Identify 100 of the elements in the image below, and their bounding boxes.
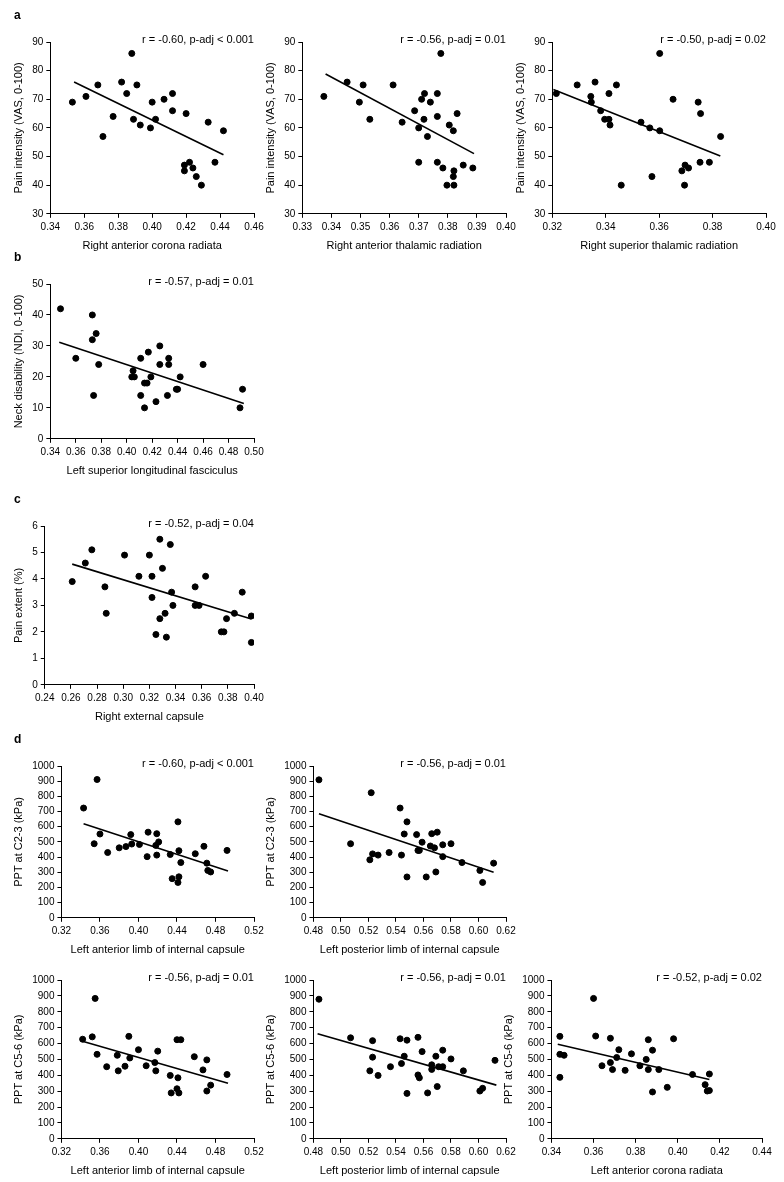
y-tick-label: 1000 (32, 759, 55, 771)
annotation: r = -0.56, p-adj = 0.01 (400, 970, 506, 983)
x-tick-label: 0.44 (167, 1145, 188, 1157)
y-tick-label: 400 (289, 1069, 307, 1081)
y-tick-label: 0 (37, 432, 44, 444)
y-tick-label: 600 (527, 1037, 545, 1049)
x-tick-label: 0.39 (467, 220, 488, 232)
y-axis-title: Pain intensity (VAS, 0-100) (513, 62, 526, 194)
x-tick-label: 0.30 (113, 691, 134, 703)
annotation: r = -0.56, p-adj = 0.01 (148, 970, 254, 983)
x-tick-label: 0.26 (61, 691, 82, 703)
x-tick-label: 0.36 (74, 220, 95, 232)
y-tick-label: 800 (37, 790, 55, 802)
x-tick-label: 0.28 (87, 691, 108, 703)
x-tick-label: 0.50 (244, 445, 265, 457)
y-axis-title: Pain extent (%) (11, 567, 24, 643)
y-tick-label: 900 (289, 774, 307, 786)
y-axis-title: Pain intensity (VAS, 0-100) (11, 62, 24, 194)
x-axis-title: Left anterior limb of internal capsule (70, 1164, 245, 1177)
x-tick-label: 0.48 (205, 1145, 226, 1157)
y-tick-label: 0 (300, 911, 307, 923)
y-tick-label: 500 (37, 1053, 55, 1065)
x-tick-label: 0.36 (191, 691, 212, 703)
y-tick-label: 70 (32, 93, 44, 105)
y-tick-label: 800 (527, 1005, 545, 1017)
y-tick-label: 1000 (284, 973, 307, 985)
y-tick-label: 90 (534, 35, 546, 47)
y-tick-label: 50 (32, 150, 44, 162)
y-tick-label: 1000 (32, 973, 55, 985)
annotation: r = -0.60, p-adj < 0.001 (142, 756, 254, 769)
y-tick-label: 200 (37, 881, 55, 893)
y-tick-label: 80 (284, 64, 296, 76)
x-tick-label: 0.62 (496, 924, 517, 936)
y-tick-label: 40 (32, 308, 44, 320)
x-tick-label: 0.38 (438, 220, 458, 232)
y-tick-label: 400 (37, 1069, 55, 1081)
y-tick-label: 500 (527, 1053, 545, 1065)
x-tick-label: 0.40 (496, 220, 517, 232)
y-tick-label: 900 (37, 774, 55, 786)
x-tick-label: 0.44 (167, 445, 188, 457)
y-tick-label: 60 (284, 121, 296, 133)
x-tick-label: 0.40 (244, 691, 265, 703)
y-axis-title: Neck disability (NDI, 0-100) (11, 294, 24, 429)
y-tick-label: 1000 (284, 759, 307, 771)
y-tick-label: 50 (284, 150, 296, 162)
y-tick-label: 20 (32, 370, 44, 382)
y-tick-label: 1000 (522, 973, 545, 985)
y-tick-label: 500 (289, 835, 307, 847)
x-axis-title: Right superior thalamic radiation (580, 239, 739, 252)
x-axis-title: Right external capsule (94, 710, 204, 723)
x-tick-label: 0.34 (165, 691, 186, 703)
y-tick-label: 30 (534, 207, 546, 219)
y-tick-label: 0 (48, 1132, 55, 1144)
x-tick-label: 0.46 (193, 445, 214, 457)
x-tick-label: 0.32 (51, 1145, 72, 1157)
x-tick-label: 0.34 (596, 220, 616, 232)
y-tick-label: 70 (534, 93, 546, 105)
y-tick-label: 50 (534, 150, 546, 162)
x-tick-label: 0.38 (702, 220, 723, 232)
y-tick-label: 200 (527, 1100, 545, 1112)
y-axis-title: Pain intensity (VAS, 0-100) (263, 62, 276, 194)
x-tick-label: 0.34 (321, 220, 342, 232)
x-tick-label: 0.40 (116, 445, 137, 457)
y-tick-label: 100 (37, 1116, 55, 1128)
x-tick-label: 0.56 (413, 1145, 434, 1157)
y-tick-label: 1 (32, 652, 39, 664)
y-tick-label: 100 (37, 896, 55, 908)
x-tick-label: 0.37 (408, 220, 429, 232)
y-tick-label: 60 (32, 121, 44, 133)
y-tick-label: 600 (37, 820, 55, 832)
y-tick-label: 700 (527, 1021, 545, 1033)
x-tick-label: 0.48 (303, 924, 324, 936)
y-tick-label: 600 (289, 820, 307, 832)
y-tick-label: 300 (289, 866, 307, 878)
y-axis-title: PPT at C2-3 (kPa) (263, 797, 276, 887)
y-tick-label: 2 (32, 625, 39, 637)
x-axis-title: Right anterior corona radiata (82, 239, 223, 252)
x-tick-label: 0.40 (668, 1145, 688, 1157)
annotation: r = -0.60, p-adj < 0.001 (142, 32, 254, 45)
x-axis-title: Left posterior limb of internal capsule (319, 1164, 500, 1177)
x-tick-label: 0.36 (90, 1145, 111, 1157)
y-tick-label: 0 (300, 1132, 307, 1144)
y-tick-label: 80 (534, 64, 546, 76)
x-tick-label: 0.38 (108, 220, 129, 232)
y-tick-label: 700 (37, 805, 55, 817)
x-tick-label: 0.48 (205, 924, 226, 936)
x-tick-label: 0.34 (541, 1145, 562, 1157)
y-tick-label: 900 (527, 989, 545, 1001)
x-tick-label: 0.32 (542, 220, 563, 232)
x-tick-label: 0.58 (441, 924, 462, 936)
x-tick-label: 0.36 (90, 924, 111, 936)
y-tick-label: 30 (32, 207, 44, 219)
y-tick-label: 500 (289, 1053, 307, 1065)
x-tick-label: 0.42 (176, 220, 197, 232)
y-tick-label: 100 (289, 1116, 307, 1128)
x-tick-label: 0.40 (756, 220, 777, 232)
y-tick-label: 400 (527, 1069, 545, 1081)
y-tick-label: 900 (37, 989, 55, 1001)
x-tick-label: 0.42 (710, 1145, 731, 1157)
x-tick-label: 0.34 (40, 220, 61, 232)
